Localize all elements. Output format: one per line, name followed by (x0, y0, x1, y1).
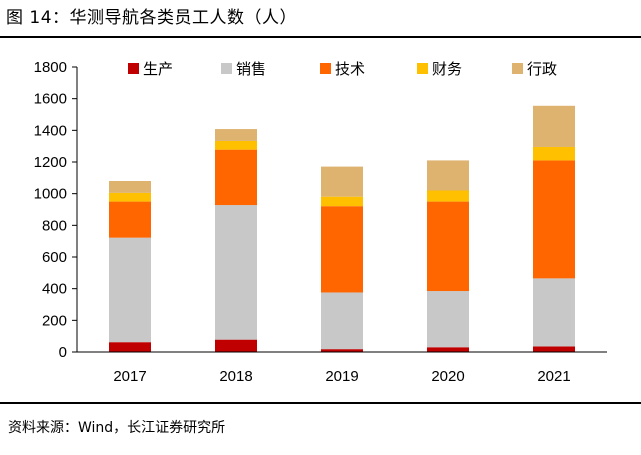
bar-2020-生产 (427, 347, 469, 352)
legend-swatch-财务 (417, 63, 428, 74)
bar-2017-财务 (109, 192, 151, 202)
x-tick-label: 2018 (219, 368, 252, 385)
bar-2017-销售 (109, 237, 151, 343)
source-note: 资料来源：Wind，长江证券研究所 (8, 420, 226, 436)
y-tick-label: 400 (42, 281, 67, 298)
legend-swatch-销售 (221, 63, 232, 74)
legend-label-财务: 财务 (432, 61, 462, 78)
legend-label-销售: 销售 (236, 61, 266, 78)
y-tick-label: 1000 (34, 186, 67, 203)
bar-2019-技术 (321, 206, 363, 293)
bar-2021-技术 (533, 160, 575, 279)
y-tick-label: 1600 (34, 91, 67, 108)
bar-2018-技术 (215, 149, 257, 206)
bar-2017-行政 (109, 181, 151, 193)
x-tick-label: 2020 (431, 368, 464, 385)
legend-label-生产: 生产 (143, 61, 173, 78)
legend-swatch-生产 (128, 63, 139, 74)
y-tick-label: 1800 (34, 59, 67, 76)
y-axis: 0 200 400 600 800 1000 1200 1400 1600 1800 (34, 59, 78, 361)
x-tick-label: 2017 (113, 368, 146, 385)
bar-2019-生产 (321, 349, 363, 352)
bar-2019-财务 (321, 196, 363, 207)
x-tick-label: 2021 (537, 368, 570, 385)
bar-2021-销售 (533, 278, 575, 347)
bar-2017-生产 (109, 342, 151, 352)
y-tick-label: 0 (59, 344, 67, 361)
bar-2020-行政 (427, 160, 469, 191)
bar-2019-销售 (321, 292, 363, 350)
bar-2021-行政 (533, 105, 575, 147)
legend-label-行政: 行政 (527, 61, 557, 78)
legend-swatch-行政 (512, 63, 523, 74)
y-tick-label: 800 (42, 217, 67, 234)
y-tick-label: 1200 (34, 154, 67, 171)
bar-2018-财务 (215, 140, 257, 150)
bar-2021-财务 (533, 146, 575, 161)
title-rule (0, 36, 641, 38)
x-tick-label: 2019 (325, 368, 358, 385)
bar-2020-财务 (427, 190, 469, 202)
figure-title: 图 14：华测导航各类员工人数（人） (6, 8, 298, 28)
bar-2017-技术 (109, 201, 151, 238)
y-tick-label: 200 (42, 312, 67, 329)
bar-2021-生产 (533, 346, 575, 352)
y-tick-label: 1400 (34, 122, 67, 139)
bar-2018-生产 (215, 339, 257, 352)
chart-legend: 生产 销售 技术 财务 行政 (128, 61, 557, 78)
legend-swatch-技术 (320, 63, 331, 74)
stacked-bar-chart: 生产 销售 技术 财务 行政 0 200 400 600 800 1000 1200 1400 1600… (34, 59, 607, 385)
bar-2019-行政 (321, 166, 363, 197)
bar-2020-销售 (427, 291, 469, 348)
bar-2018-销售 (215, 205, 257, 340)
legend-label-技术: 技术 (335, 61, 365, 78)
source-rule (0, 402, 641, 404)
bar-2020-技术 (427, 201, 469, 292)
x-axis: 2017 2018 2019 2020 2021 (77, 351, 607, 385)
chart-bars (109, 105, 575, 352)
y-tick-label: 600 (42, 249, 67, 266)
bar-2018-行政 (215, 129, 257, 141)
